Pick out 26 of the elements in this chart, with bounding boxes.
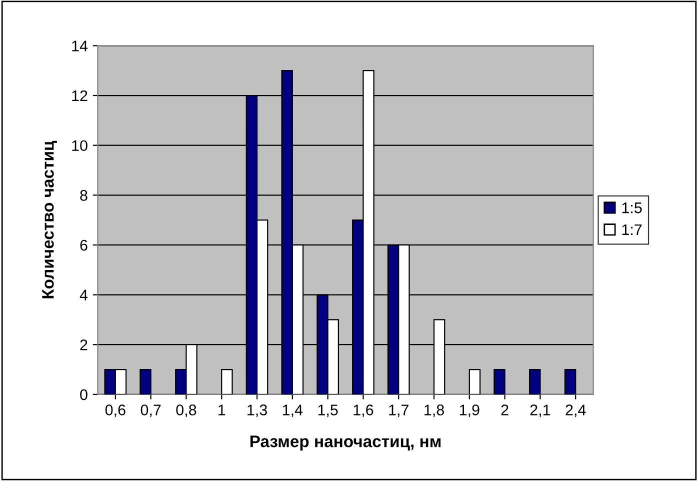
x-tick-label: 0,7	[140, 404, 161, 418]
x-tick-label: 0,8	[176, 404, 196, 418]
x-tick-label: 0,6	[105, 404, 126, 418]
x-axis-title: Размер наночастиц, нм	[250, 436, 441, 451]
y-tick-label: 0	[80, 389, 88, 400]
y-tick-label: 4	[80, 290, 88, 300]
x-tick-label: 2	[501, 404, 508, 416]
y-tick-label: 6	[80, 240, 88, 251]
y-tick-label: 8	[80, 190, 88, 201]
y-tick-label: 12	[72, 90, 88, 102]
y-tick-label: 14	[72, 40, 88, 52]
x-tick-label: 1,5	[318, 404, 338, 418]
y-tick-label: 10	[72, 140, 88, 152]
x-tick-label: 1,7	[389, 404, 408, 418]
legend-label: 1:7	[622, 224, 642, 235]
x-tick-label: 1,9	[460, 404, 480, 418]
y-axis-title: Количество частиц	[42, 140, 57, 298]
x-tick-label: 1,8	[424, 404, 444, 418]
legend-label: 1:5	[622, 202, 642, 214]
x-tick-label: 2,4	[566, 404, 586, 418]
x-tick-label: 1	[218, 404, 226, 416]
x-tick-label: 2,1	[530, 404, 550, 418]
y-tick-label: 2	[80, 339, 88, 350]
x-tick-label: 1,6	[354, 404, 374, 418]
x-tick-label: 1,4	[282, 404, 303, 418]
x-tick-label: 1,3	[248, 404, 267, 418]
